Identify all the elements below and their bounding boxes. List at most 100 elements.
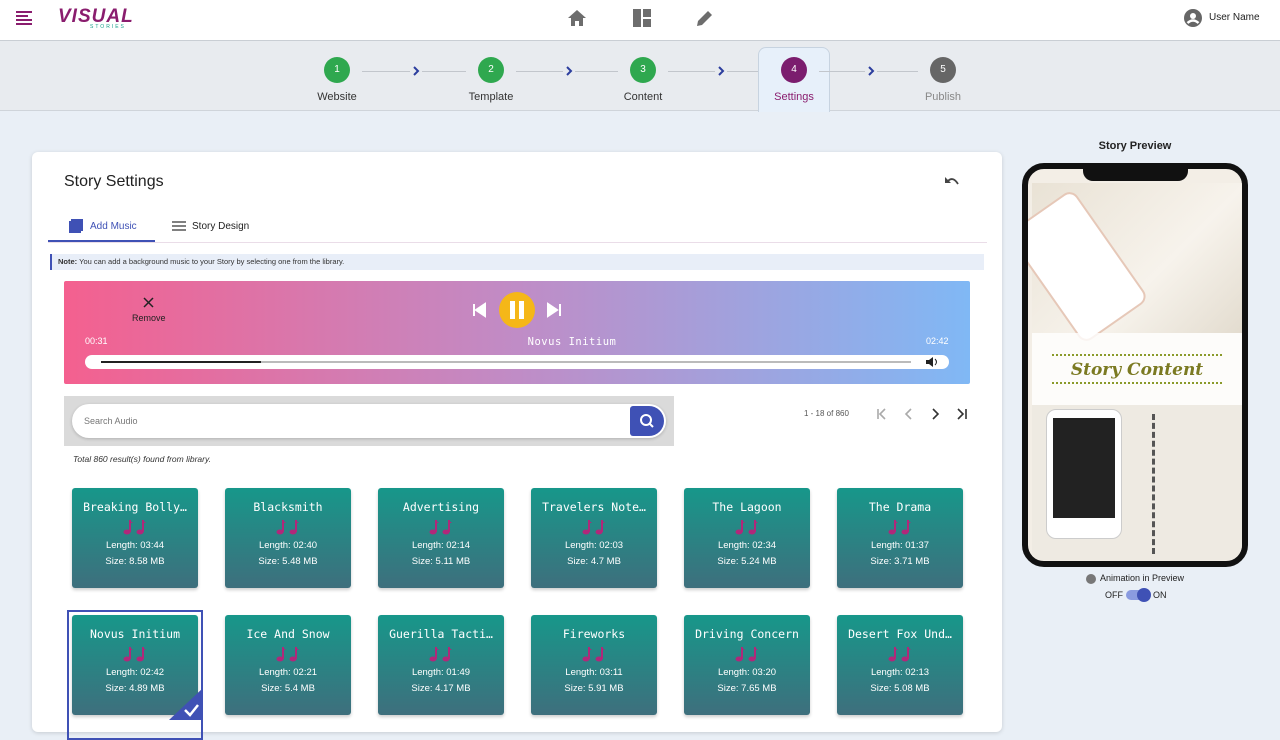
step-label: Publish [924, 91, 962, 103]
music-icon [837, 519, 963, 535]
search-box[interactable]: Search Audio [72, 404, 666, 438]
track-title: Ice And Snow [246, 627, 330, 641]
progress-bar[interactable] [85, 355, 949, 369]
step[interactable]: 4 Settings [734, 41, 854, 103]
track-length: Length: 02:03 [564, 540, 624, 551]
track-length: Length: 02:21 [258, 667, 318, 678]
track-length: Length: 01:49 [411, 667, 471, 678]
panel-title: Story Settings [64, 173, 164, 190]
tab-story-design[interactable]: Story Design [192, 221, 250, 232]
step[interactable]: 1 Website [277, 41, 397, 103]
track-card[interactable]: Breaking Bolly… Length: 03:44 Size: 8.58 M… [72, 488, 198, 588]
pagination-controls[interactable] [874, 407, 974, 421]
search-area: Search Audio [64, 396, 674, 446]
step-label: Website [317, 91, 357, 103]
animation-toggle[interactable] [1126, 588, 1151, 602]
track-card[interactable]: Travelers Note… Length: 02:03 Size: 4.7 MB [531, 488, 657, 588]
track-card[interactable]: Guerilla Tacti… Length: 01:49 Size: 4.17 M… [378, 615, 504, 715]
audio-player: Remove 00:31 Novus Initium 02:42 [64, 281, 970, 384]
tab-indicator [48, 240, 155, 242]
track-card[interactable]: Desert Fox Und… Length: 02:13 Size: 5.08 M… [837, 615, 963, 715]
music-icon [531, 646, 657, 662]
current-time: 00:31 [85, 336, 108, 346]
step-number: 1 [324, 57, 350, 83]
track-title: Guerilla Tacti… [389, 627, 493, 641]
animation-label: Animation in Preview [1100, 573, 1185, 583]
track-card[interactable]: Ice And Snow Length: 02:21 Size: 5.4 MB [225, 615, 351, 715]
help-icon[interactable] [1086, 574, 1096, 584]
note-text: You can add a background music to your S… [79, 257, 345, 266]
track-length: Length: 02:14 [411, 540, 471, 551]
track-size: Size: 5.48 MB [258, 556, 318, 567]
music-icon [378, 646, 504, 662]
edit-icon[interactable] [696, 9, 714, 27]
step-chevron [714, 65, 727, 77]
track-length: Length: 03:20 [717, 667, 777, 678]
track-name: Novus Initium [527, 336, 617, 348]
track-length: Length: 01:37 [870, 540, 930, 551]
track-size: Size: 8.58 MB [105, 556, 165, 567]
track-card[interactable]: Novus Initium Length: 02:42 Size: 4.89 MB [72, 615, 198, 715]
preview-content: Story Content [1052, 354, 1222, 384]
stepper: 1 Website 2 Template 3 Content 4 Settings 5 Publi… [0, 41, 1280, 112]
header: VISUAL STORIES User Name [0, 0, 1280, 41]
player-controls[interactable] [472, 291, 564, 329]
track-length: Length: 03:11 [565, 667, 623, 678]
step[interactable]: 3 Content [583, 41, 703, 103]
step-chevron [410, 65, 422, 77]
search-button[interactable] [630, 406, 664, 436]
music-icon [684, 646, 810, 662]
step-number: 4 [781, 57, 807, 83]
music-icon [684, 519, 810, 535]
music-icon [837, 646, 963, 662]
template-icon[interactable] [633, 9, 651, 27]
user-icon[interactable] [1184, 9, 1202, 27]
duration: 02:42 [926, 336, 949, 346]
music-icon [225, 519, 351, 535]
phone-preview: Story Content [1022, 163, 1248, 567]
design-tab-icon [172, 221, 186, 231]
track-card[interactable]: The Drama Length: 01:37 Size: 3.71 MB [837, 488, 963, 588]
step-label: Content [623, 91, 663, 103]
remove-icon[interactable] [143, 297, 154, 308]
track-size: Size: 3.71 MB [870, 556, 930, 567]
note-label: Note: [58, 257, 78, 266]
selected-check [169, 688, 203, 720]
note: Note: You can add a background music to … [50, 254, 984, 270]
track-length: Length: 02:42 [105, 667, 165, 678]
track-card[interactable]: Driving Concern Length: 03:20 Size: 7.65 M… [684, 615, 810, 715]
music-tab-icon [69, 219, 83, 233]
track-title: Desert Fox Und… [848, 627, 952, 641]
step-chevron [563, 65, 575, 77]
track-card[interactable]: Advertising Length: 02:14 Size: 5.11 MB [378, 488, 504, 588]
track-size: Size: 4.17 MB [411, 683, 471, 694]
results-count: Total 860 result(s) found from library. [73, 454, 211, 464]
track-size: Size: 4.7 MB [567, 556, 621, 567]
track-card[interactable]: Fireworks Length: 03:11 Size: 5.91 MB [531, 615, 657, 715]
home-icon[interactable] [567, 9, 587, 27]
music-icon [378, 519, 504, 535]
track-size: Size: 5.4 MB [261, 683, 315, 694]
track-title: The Drama [868, 500, 932, 514]
logo[interactable]: VISUAL [58, 6, 134, 27]
step-number: 5 [930, 57, 956, 83]
search-placeholder: Search Audio [84, 416, 138, 426]
remove-label[interactable]: Remove [132, 313, 166, 323]
track-title: Fireworks [562, 627, 626, 641]
step[interactable]: 5 Publish [883, 41, 1003, 103]
menu-icon[interactable] [16, 10, 32, 26]
track-card[interactable]: The Lagoon Length: 02:34 Size: 5.24 MB [684, 488, 810, 588]
user-name[interactable]: User Name [1209, 12, 1260, 23]
track-length: Length: 02:40 [258, 540, 318, 551]
track-title: Advertising [402, 500, 480, 514]
volume-icon[interactable] [926, 357, 938, 367]
step-chevron [864, 65, 877, 77]
pagination-info: 1 - 18 of 860 [804, 409, 849, 418]
undo-icon[interactable] [944, 175, 960, 187]
tab-add-music[interactable]: Add Music [90, 221, 137, 232]
track-title: Breaking Bolly… [83, 500, 187, 514]
track-size: Size: 4.89 MB [105, 683, 165, 694]
track-card[interactable]: Blacksmith Length: 02:40 Size: 5.48 MB [225, 488, 351, 588]
step[interactable]: 2 Template [431, 41, 551, 103]
toggle-on: ON [1153, 590, 1167, 600]
